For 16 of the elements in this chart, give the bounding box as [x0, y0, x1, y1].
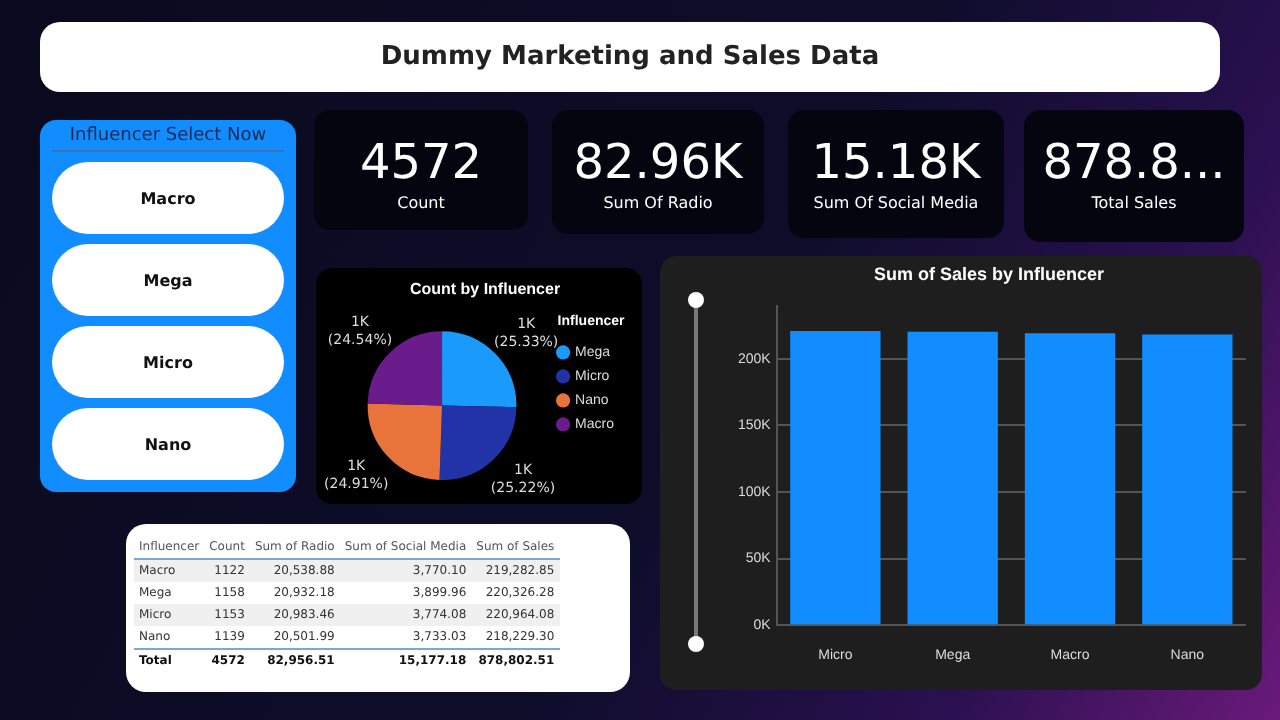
category-label: Micro — [52, 326, 284, 398]
text: 82.96K — [573, 134, 743, 190]
category-label: Sum Of Social Media — [811, 194, 981, 212]
text: Dummy Marketing and Sales Data — [40, 22, 1220, 92]
category-label: Sum Of Radio — [601, 194, 715, 212]
text: 878.8... — [1042, 134, 1226, 190]
text: Influencer Select Now — [52, 124, 284, 152]
chart-title: Count by Influencer — [409, 280, 561, 299]
text: 4572 — [359, 134, 483, 190]
category-label: Macro — [52, 162, 284, 234]
category-label: Mega — [52, 244, 284, 316]
chart-title: Sum of Sales by Influencer — [873, 263, 1106, 284]
category-label: Total Sales — [1089, 194, 1179, 212]
text: 15.18K — [811, 134, 981, 190]
category-label: Nano — [52, 408, 284, 480]
category-label: Count — [395, 194, 447, 212]
